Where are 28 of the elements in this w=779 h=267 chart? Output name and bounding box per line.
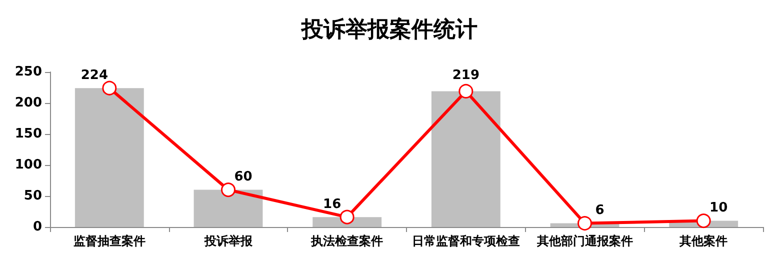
x-tick-label: 其他部门通报案件 [536, 234, 633, 248]
point [578, 216, 592, 231]
data-label: 224 [80, 68, 108, 83]
y-tick-label: 200 [14, 96, 42, 110]
point [458, 84, 474, 98]
data-label: 6 [595, 203, 604, 218]
y-tick-label: 100 [14, 158, 42, 172]
data-label: 16 [323, 196, 342, 212]
point [696, 214, 711, 228]
y-tick-label: 150 [14, 126, 42, 142]
y-tick-label: 250 [14, 64, 42, 80]
x-tick-label: 其他案件 [678, 234, 728, 248]
x-tick-label: 日常监督和专项检查 [412, 234, 520, 248]
point [102, 80, 117, 96]
chart-title: 投诉举报案件统计 [300, 16, 478, 42]
x-tick-label: 监督抽查案件 [73, 234, 146, 248]
data-label: 219 [452, 68, 480, 83]
point [221, 182, 236, 198]
data-label: 10 [710, 200, 728, 216]
data-label: 60 [234, 170, 252, 185]
bar [194, 190, 263, 227]
bar [74, 88, 144, 227]
bar [431, 91, 500, 227]
y-tick-label: 0 [32, 220, 42, 234]
y-tick-label: 50 [24, 188, 42, 204]
point [340, 210, 354, 224]
x-tick-label: 投诉举报 [203, 234, 254, 248]
x-tick-label: 执法检查案件 [310, 234, 384, 248]
